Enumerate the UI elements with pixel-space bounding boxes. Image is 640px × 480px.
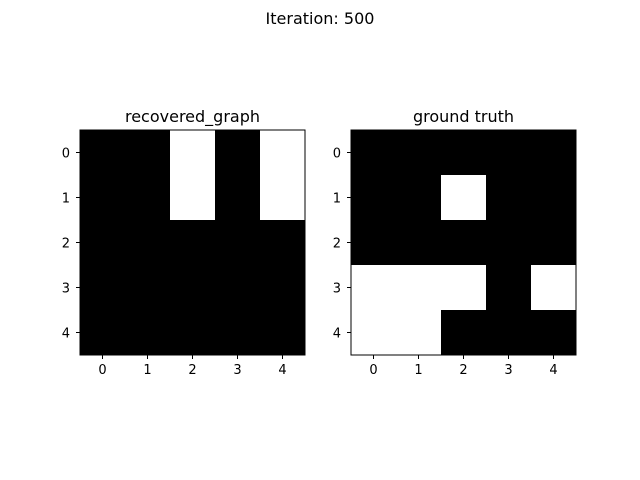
x-tick-label: 3: [504, 363, 512, 378]
heatmap-cell: [80, 175, 126, 221]
x-tick-label: 2: [188, 363, 196, 378]
heatmap-cell: [351, 175, 397, 221]
heatmap-cell: [215, 310, 261, 356]
heatmap-cell: [80, 220, 126, 266]
x-tick-label: 4: [278, 363, 286, 378]
heatmap-cell: [125, 265, 171, 311]
x-tick-label: 2: [459, 363, 467, 378]
heatmap-cell: [170, 220, 216, 266]
y-tick-label: 2: [333, 237, 341, 252]
heatmap-cell: [80, 130, 126, 176]
heatmap-cell: [351, 310, 397, 356]
heatmap-cell: [441, 175, 487, 221]
y-tick-label: 1: [62, 192, 70, 207]
y-tick-label: 3: [333, 282, 341, 297]
y-tick-label: 0: [62, 147, 70, 162]
panel-title: ground truth: [413, 107, 514, 126]
heatmap-cell: [260, 265, 306, 311]
heatmap-cell: [170, 265, 216, 311]
x-tick-label: 0: [98, 363, 106, 378]
heatmap-cell: [125, 220, 171, 266]
y-tick-label: 1: [333, 192, 341, 207]
heatmap-cell: [441, 310, 487, 356]
figure-suptitle: Iteration: 500: [266, 9, 375, 28]
heatmap-cell: [125, 310, 171, 356]
x-tick-label: 0: [369, 363, 377, 378]
heatmap-cell: [486, 220, 532, 266]
panel-title: recovered_graph: [125, 107, 260, 127]
heatmap-cell: [531, 310, 577, 356]
x-tick-label: 3: [233, 363, 241, 378]
heatmap-cell: [351, 265, 397, 311]
heatmap-cell: [531, 220, 577, 266]
heatmap-cell: [441, 130, 487, 176]
heatmap-panel-ground-truth: ground truth 0 1 2 3 4 0 1 2 3 4: [333, 107, 577, 378]
heatmap-cell: [215, 130, 261, 176]
heatmap-cell: [125, 175, 171, 221]
heatmap-cell: [441, 265, 487, 311]
x-tick-label: 1: [143, 363, 151, 378]
heatmap-cell: [486, 310, 532, 356]
heatmap-cell: [396, 220, 442, 266]
heatmap-cell: [441, 220, 487, 266]
x-tick-label: 1: [414, 363, 422, 378]
y-tick-label: 0: [333, 147, 341, 162]
heatmap-cell: [396, 175, 442, 221]
heatmap-cell: [260, 130, 306, 176]
heatmap-cell: [170, 175, 216, 221]
heatmap-panel-recovered-graph: recovered_graph 0 1 2 3 4 0 1 2 3 4: [62, 107, 306, 378]
heatmap-cell: [531, 130, 577, 176]
y-tick-label: 3: [62, 282, 70, 297]
heatmap-cell: [531, 265, 577, 311]
heatmap-cell: [80, 310, 126, 356]
heatmap-cell: [215, 220, 261, 266]
x-tick-label: 4: [549, 363, 557, 378]
heatmap-cell: [486, 265, 532, 311]
y-tick-label: 2: [62, 237, 70, 252]
heatmap-cell: [531, 175, 577, 221]
heatmap-cell: [396, 310, 442, 356]
y-tick-label: 4: [333, 327, 341, 342]
heatmap-cell: [396, 265, 442, 311]
heatmap-cell: [486, 130, 532, 176]
heatmap-cell: [125, 130, 171, 176]
heatmap-cell: [486, 175, 532, 221]
heatmap-cell: [260, 220, 306, 266]
heatmap-cell: [260, 175, 306, 221]
heatmap-cell: [80, 265, 126, 311]
heatmap-cell: [170, 310, 216, 356]
heatmap-cell: [215, 265, 261, 311]
heatmap-cell: [260, 310, 306, 356]
heatmap-cell: [170, 130, 216, 176]
heatmap-cell: [396, 130, 442, 176]
heatmap-cell: [351, 130, 397, 176]
heatmap-cell: [215, 175, 261, 221]
y-tick-label: 4: [62, 327, 70, 342]
heatmap-cell: [351, 220, 397, 266]
